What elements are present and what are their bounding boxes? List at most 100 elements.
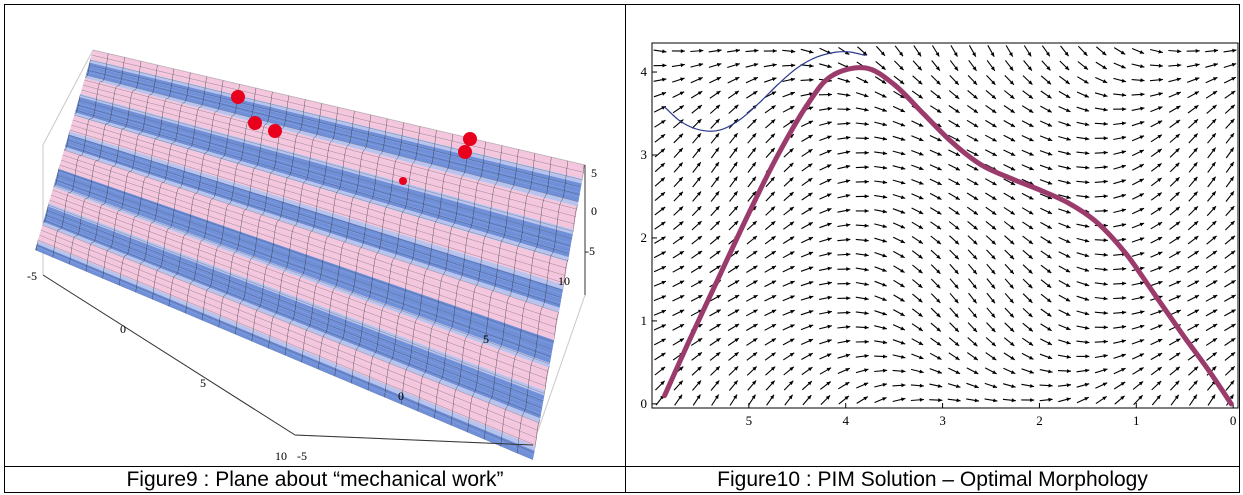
field-arrow-head [1028,298,1033,303]
field-arrow-head [696,162,701,167]
field-arrow-head [791,63,796,68]
field-arrow-head [827,121,832,125]
field-arrow-head [789,192,794,197]
field-arrow-head [772,77,777,82]
field-arrow-head [1028,108,1034,113]
field-arrow-head [1139,208,1144,212]
field-arrow-head [1030,398,1035,402]
field-arrow-head [846,296,851,301]
field-arrow-head [937,137,942,142]
x-tick-label: 5 [746,413,753,428]
field-arrow-head [772,63,777,67]
field-arrow-head [1194,295,1199,299]
table-divider-vertical [625,5,626,492]
field-arrow-head [752,119,757,124]
field-arrow-head [734,265,739,270]
field-arrow-head [882,151,888,156]
mesh-line [65,144,561,306]
field-arrow-head [734,77,740,81]
figure9-marker [463,132,477,146]
field-arrow-head [1121,179,1126,184]
field-arrow-head [900,210,906,214]
field-arrow-head [1047,166,1053,170]
field-arrow-head [735,48,740,53]
field-arrow-head [900,283,905,288]
mesh-line [74,114,569,262]
field-arrow-head [1066,137,1071,141]
field-arrow-head [808,281,814,285]
field-arrow-head [1139,150,1144,154]
figure-table: -5 0 5 10 -5 0 5 10 5 0 -5 [4,4,1240,493]
field-arrow-head [1103,339,1108,344]
field-arrow-head [827,339,832,343]
field-arrow-head [1140,78,1145,83]
field-arrow-head [1157,237,1163,241]
field-arrow-head [882,224,887,228]
field-arrow-head [715,191,720,196]
mesh-line [90,59,583,180]
field-arrow-head [973,196,979,200]
field-arrow-head [808,310,814,314]
mesh-line [50,194,548,380]
field-arrow-head [1212,235,1217,240]
field-arrow-head [734,295,740,299]
surface-stripe [64,146,560,313]
field-arrow-head [845,353,851,358]
field-arrow-head [918,254,923,259]
mesh-line [75,109,570,254]
field-arrow-head [864,253,869,257]
x-tick-label: 0 [1230,413,1237,428]
field-arrow-head [901,397,906,402]
field-arrow-head [973,152,979,156]
field-arrow-head [788,394,793,400]
field-arrow-head [918,312,923,317]
field-arrow-head [1230,118,1235,124]
field-arrow-head [1194,338,1199,343]
field-arrow-head [716,77,721,81]
field-arrow-head [1046,298,1052,303]
field-arrow-head [771,280,777,285]
field-arrow-head [1084,238,1090,243]
field-arrow-head [990,66,995,71]
field-arrow-head [1212,352,1217,357]
field-arrow-head [1231,295,1236,299]
field-arrow-head [770,221,776,226]
field-arrow-head [826,164,832,169]
field-arrow-head [973,210,978,215]
field-arrow-head [935,66,940,71]
field-arrow-head [697,236,702,240]
field-arrow-head [864,107,869,112]
field-arrow-head [1047,210,1052,214]
field-arrow-head [1211,133,1216,138]
field-arrow-head [1103,267,1108,272]
field-arrow-head [753,63,759,67]
field-arrow-head [1102,396,1107,401]
field-arrow-head [771,251,776,255]
field-arrow-head [808,178,813,183]
field-arrow-head [1121,193,1126,198]
y-tick-label: 0 [641,396,648,411]
field-arrow-head [1009,240,1015,245]
surface-stripe [70,125,566,281]
figure10-series [662,51,1234,407]
field-arrow-head [697,338,703,343]
field-arrow-head [752,366,757,371]
field-arrow-head [864,267,869,272]
field-arrow-head [660,366,666,371]
surface-stripe [75,106,571,253]
figure10-y-ticks: 0 1 2 3 4 [641,64,657,411]
figure9-x-tick: 0 [120,322,126,336]
field-arrow-head [734,338,739,343]
field-arrow-head [991,284,996,289]
mesh-line [63,149,560,313]
field-arrow-head [864,136,869,141]
field-arrow-head [1212,366,1217,371]
field-arrow-head [1047,94,1052,99]
field-arrow-head [1028,254,1033,259]
field-arrow-head [1157,207,1162,212]
field-arrow-head [696,191,701,196]
field-arrow-head [1231,62,1237,67]
field-arrow-head [808,106,814,111]
field-arrow-head [900,195,906,199]
field-arrow-head [1047,254,1052,259]
